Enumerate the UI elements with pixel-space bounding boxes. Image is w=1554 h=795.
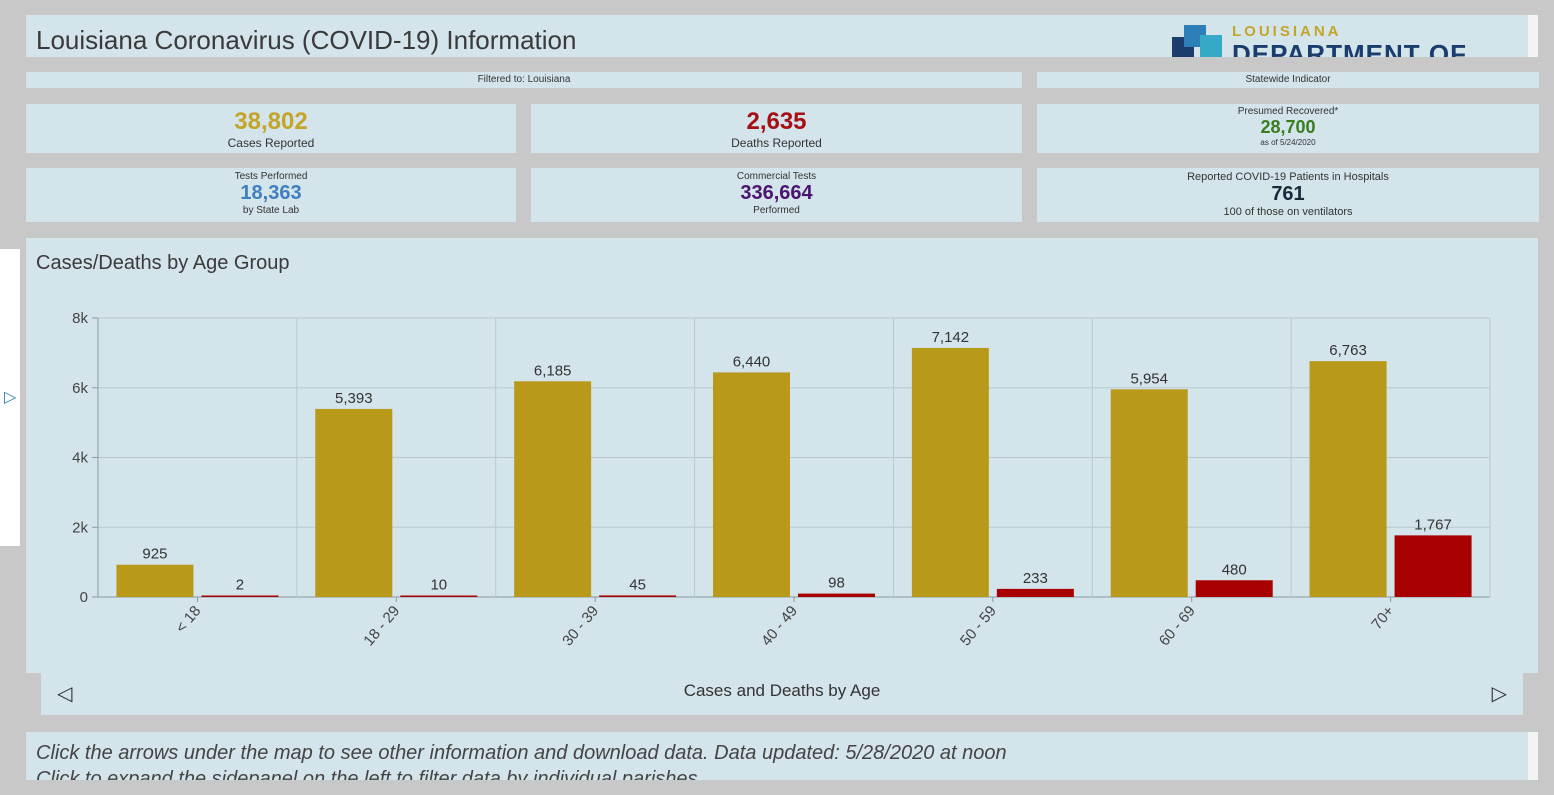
page-title: Louisiana Coronavirus (COVID-19) Informa… (36, 25, 577, 55)
header-scrollbar[interactable] (1528, 15, 1538, 57)
cases-data-label: 7,142 (932, 329, 970, 346)
carousel-nav: ◁ Cases and Deaths by Age ▷ (41, 673, 1523, 715)
carousel-label: Cases and Deaths by Age (683, 681, 881, 700)
cases-bar (315, 408, 393, 597)
cases-bar (116, 564, 194, 597)
deaths-card: 2,635 Deaths Reported (531, 104, 1022, 153)
deaths-bar (599, 595, 677, 597)
filter-label: Filtered to: Louisiana (26, 72, 1022, 88)
deaths-bar (1394, 535, 1472, 597)
cases-card: 38,802 Cases Reported (26, 104, 516, 153)
cases-data-label: 6,440 (733, 353, 771, 370)
deaths-value: 2,635 (746, 108, 807, 135)
y-tick-label: 8k (72, 310, 88, 327)
deaths-bar (201, 595, 279, 597)
chart-panel: Cases/Deaths by Age Group 0 2k 4k 6k 8k 925 2 <… (26, 238, 1538, 673)
expand-arrow-icon[interactable]: ▷ (4, 389, 17, 406)
x-tick-label: 30 - 39 (559, 603, 602, 650)
deaths-label: Deaths Reported (731, 136, 822, 150)
recovered-card: Presumed Recovered* 28,700 as of 5/24/20… (1037, 104, 1539, 153)
x-tick-label: 70+ (1368, 602, 1398, 633)
x-tick-label: 60 - 69 (1156, 603, 1199, 650)
cases-bar (514, 381, 592, 597)
ldh-logo: LOUISIANA DEPARTMENT OF HEALTH (1172, 23, 1538, 57)
logo-mark-3 (1200, 35, 1222, 57)
deaths-data-label: 10 (430, 577, 447, 594)
sidepanel-toggle[interactable]: ▷ (0, 249, 20, 546)
cases-bar (911, 347, 989, 597)
x-tick-label: 40 - 49 (758, 603, 801, 650)
commercial-sub: Performed (753, 205, 800, 216)
deaths-bar (798, 593, 875, 597)
age-group-chart: 0 2k 4k 6k 8k 925 2 < 18 5,393 10 18 - 29 6,185 45 30… (72, 310, 1491, 650)
tests-value: 18,363 (240, 182, 302, 204)
x-tick-label: < 18 (172, 603, 204, 637)
cases-data-label: 5,393 (335, 390, 373, 407)
info-footer: Click the arrows under the map to see ot… (26, 732, 1538, 780)
cases-label: Cases Reported (227, 136, 315, 150)
x-tick-label: 18 - 29 (360, 603, 403, 650)
logo-text-louisiana: LOUISIANA (1232, 23, 1342, 40)
deaths-data-label: 233 (1023, 570, 1048, 587)
hospital-card: Reported COVID-19 Patients in Hospitals … (1037, 168, 1539, 222)
commercial-top: Commercial Tests (736, 171, 817, 182)
recovered-top: Presumed Recovered* (1237, 106, 1339, 117)
cases-value: 38,802 (234, 108, 308, 135)
statewide-label: Statewide Indicator (1037, 72, 1539, 88)
cases-bar (1309, 361, 1387, 597)
commercial-card: Commercial Tests 336,664 Performed (531, 168, 1022, 222)
cases-bar (1110, 389, 1188, 597)
x-tick-label: 50 - 59 (957, 603, 1000, 650)
tests-sub: by State Lab (242, 205, 300, 216)
chart-title: Cases/Deaths by Age Group (36, 252, 290, 274)
next-arrow-icon[interactable]: ▷ (1491, 683, 1507, 705)
recovered-value: 28,700 (1260, 117, 1316, 137)
tests-top: Tests Performed (234, 171, 308, 182)
commercial-value: 336,664 (740, 182, 813, 204)
y-tick-label: 6k (72, 380, 88, 397)
deaths-bar (400, 595, 478, 597)
header-panel: Louisiana Coronavirus (COVID-19) Informa… (26, 15, 1538, 57)
cases-data-label: 6,763 (1329, 342, 1367, 359)
deaths-data-label: 45 (629, 576, 646, 593)
cases-data-label: 925 (142, 546, 167, 563)
y-tick-label: 4k (72, 450, 88, 467)
cases-data-label: 5,954 (1130, 370, 1168, 387)
deaths-data-label: 480 (1222, 561, 1247, 578)
cases-data-label: 6,185 (534, 362, 572, 379)
footer-scrollbar[interactable] (1528, 732, 1538, 780)
footer-line-2: Click to expand the sidepanel on the lef… (36, 768, 698, 780)
logo-text-department: DEPARTMENT OF HEALTH (1232, 39, 1467, 57)
prev-arrow-icon[interactable]: ◁ (57, 683, 73, 705)
cases-bar (713, 372, 790, 597)
hospital-sub: 100 of those on ventilators (1223, 206, 1353, 218)
deaths-data-label: 2 (236, 577, 244, 594)
y-tick-label: 2k (72, 519, 88, 536)
deaths-data-label: 98 (828, 575, 845, 592)
y-tick-label: 0 (80, 589, 88, 606)
tests-card: Tests Performed 18,363 by State Lab (26, 168, 516, 222)
deaths-data-label: 1,767 (1414, 516, 1452, 533)
recovered-date: as of 5/24/2020 (1260, 138, 1316, 147)
deaths-bar (1195, 580, 1273, 597)
deaths-bar (996, 588, 1074, 597)
footer-line-1: Click the arrows under the map to see ot… (36, 742, 1007, 764)
hospital-top: Reported COVID-19 Patients in Hospitals (1187, 171, 1389, 183)
hospital-value: 761 (1271, 183, 1305, 205)
